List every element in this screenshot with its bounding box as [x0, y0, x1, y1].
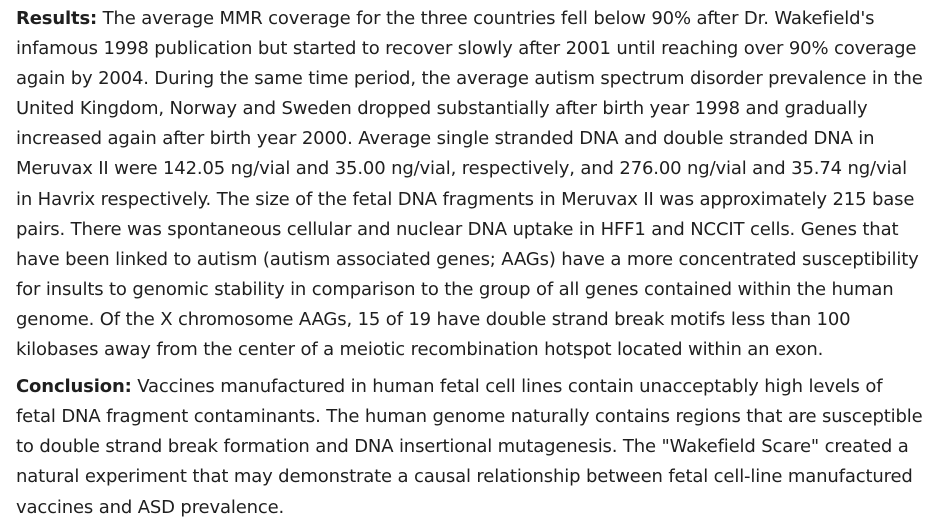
results-text: The average MMR coverage for the three c… [16, 8, 923, 361]
results-label: Results: [16, 8, 98, 29]
conclusion-label: Conclusion: [16, 376, 132, 398]
results-paragraph: Results: The average MMR coverage for th… [16, 4, 924, 365]
conclusion-paragraph: Conclusion: Vaccines manufactured in hum… [16, 372, 924, 522]
conclusion-text: Vaccines manufactured in human fetal cel… [16, 376, 923, 518]
